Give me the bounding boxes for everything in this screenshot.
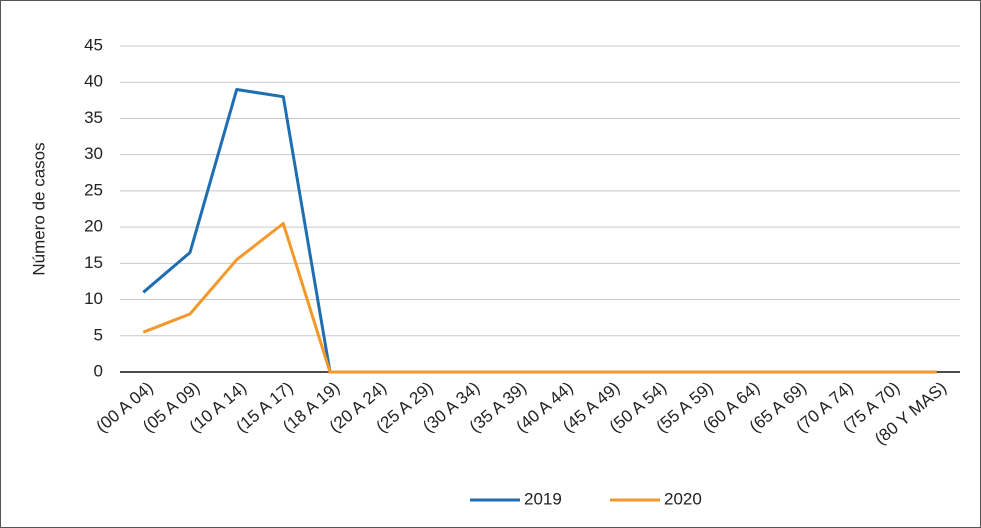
y-tick-label: 40 [84, 72, 103, 91]
y-tick-label: 35 [84, 108, 103, 127]
legend-label: 2020 [664, 489, 702, 508]
y-tick-label: 45 [84, 35, 103, 54]
legend-label: 2019 [524, 489, 562, 508]
y-tick-label: 0 [94, 361, 103, 380]
y-tick-label: 30 [84, 144, 103, 163]
y-tick-label: 10 [84, 289, 103, 308]
y-tick-label: 25 [84, 180, 103, 199]
y-tick-label: 20 [84, 217, 103, 236]
line-series [142, 222, 937, 374]
y-axis-label: Número de casos [29, 142, 48, 275]
y-tick-label: 5 [94, 325, 103, 344]
y-tick-label: 15 [84, 253, 103, 272]
